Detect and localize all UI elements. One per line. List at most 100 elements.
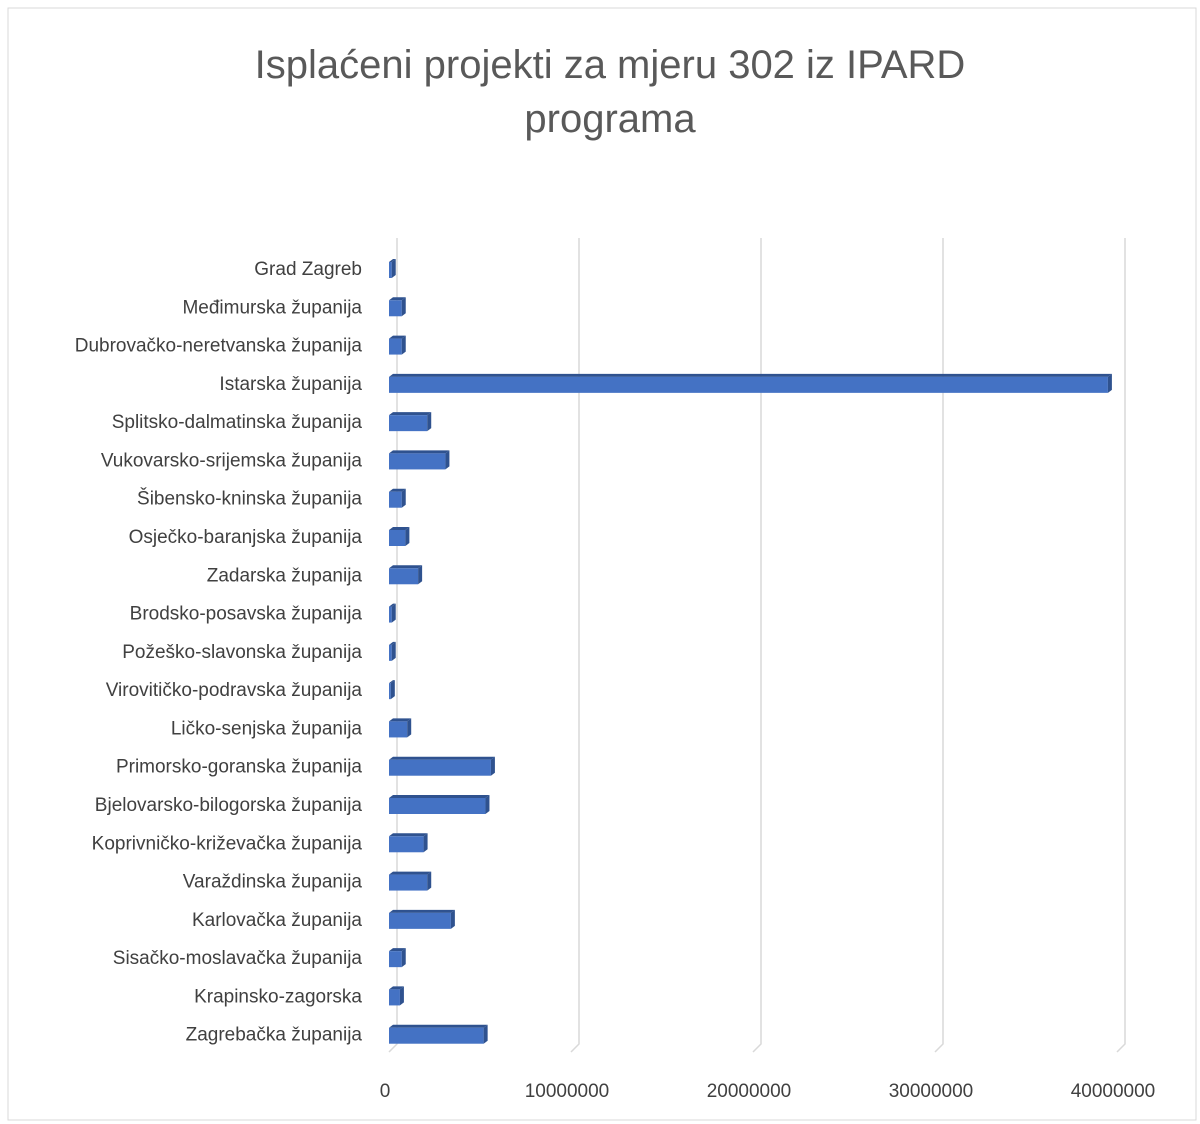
bar xyxy=(389,833,428,853)
y-tick-label: Virovitičko-podravska županija xyxy=(106,680,363,701)
grid-line xyxy=(570,238,580,1053)
bar-front xyxy=(389,376,1108,393)
bar-front xyxy=(389,989,400,1006)
bar-top xyxy=(389,488,406,492)
bar-top xyxy=(389,871,432,875)
bar xyxy=(389,718,412,738)
bar xyxy=(389,259,396,278)
bar-side xyxy=(407,718,412,738)
bar xyxy=(389,871,432,891)
grid-line xyxy=(1116,238,1126,1053)
bar-front xyxy=(389,491,402,508)
bar-side xyxy=(405,527,410,546)
bar-side xyxy=(490,756,495,776)
bar-top xyxy=(389,412,432,416)
bar-top xyxy=(389,680,395,684)
bar xyxy=(389,948,406,968)
bar-side xyxy=(427,871,432,891)
y-tick-label: Dubrovačko-neretvanska županija xyxy=(75,336,363,357)
bar-front xyxy=(389,415,428,432)
bar-top xyxy=(389,450,450,454)
bar-front xyxy=(389,568,419,585)
bar-top xyxy=(389,1024,488,1028)
y-tick-label: Grad Zagreb xyxy=(254,259,362,280)
y-tick-label: Ličko-senjska županija xyxy=(171,718,363,739)
bar xyxy=(389,1024,488,1044)
bar-side xyxy=(399,986,404,1006)
bar-side xyxy=(423,833,428,853)
bar xyxy=(389,565,423,585)
bar-front xyxy=(389,644,392,661)
x-tick-label: 30000000 xyxy=(889,1081,974,1102)
bar xyxy=(389,527,410,546)
bar-front xyxy=(389,951,402,968)
bar-front xyxy=(389,836,424,853)
grid-line xyxy=(752,238,762,1053)
bar-top xyxy=(389,795,490,798)
bar-front xyxy=(389,262,392,278)
bar-front xyxy=(389,1027,484,1044)
y-tick-label: Zadarska županija xyxy=(207,565,363,586)
y-tick-label: Međimurska županija xyxy=(182,297,362,318)
bar xyxy=(389,412,432,432)
bar-side xyxy=(1107,373,1112,393)
y-tick-label: Šibensko-kninska županija xyxy=(137,488,362,510)
bar-top xyxy=(389,718,412,722)
x-tick-label: 0 xyxy=(380,1081,391,1102)
y-tick-label: Krapinsko-zagorska xyxy=(194,986,362,1007)
y-tick-label: Istarska županija xyxy=(219,374,362,395)
y-tick-label: Brodsko-posavska županija xyxy=(130,604,363,625)
bar-side xyxy=(485,795,490,814)
bar-top xyxy=(389,259,396,262)
bar-top xyxy=(389,756,495,760)
bar-side xyxy=(390,680,395,700)
bar xyxy=(389,603,396,623)
chart-frame xyxy=(7,7,1197,1121)
bar xyxy=(389,450,450,470)
bar-side xyxy=(401,948,406,968)
bar-front xyxy=(389,338,402,355)
bar-side xyxy=(391,259,396,278)
bar-front xyxy=(389,530,406,546)
bar-side xyxy=(401,488,406,508)
bar xyxy=(389,909,455,929)
bar-side xyxy=(445,450,450,470)
bar xyxy=(389,641,396,661)
bar-side xyxy=(401,335,406,355)
y-tick-label: Splitsko-dalmatinska županija xyxy=(112,412,363,433)
bar-top xyxy=(389,603,396,607)
y-tick-label: Primorsko-goranska županija xyxy=(116,757,362,778)
bar-top xyxy=(389,641,396,645)
bar xyxy=(389,986,404,1006)
bar-side xyxy=(391,603,396,623)
bar-side xyxy=(401,297,406,317)
bar-front xyxy=(389,912,451,929)
y-tick-label: Varaždinska županija xyxy=(183,872,363,893)
bar-top xyxy=(389,527,410,530)
bar xyxy=(389,488,406,508)
bar-side xyxy=(418,565,423,585)
y-tick-label: Vukovarsko-srijemska županija xyxy=(101,450,363,471)
y-tick-label: Zagrebačka županija xyxy=(186,1025,363,1046)
bar-top xyxy=(389,565,423,569)
bar-top xyxy=(389,297,406,301)
bar-top xyxy=(389,909,455,913)
x-tick-label: 10000000 xyxy=(525,1081,610,1102)
chart-title: Isplaćeni projekti za mjeru 302 iz IPARD… xyxy=(254,43,966,141)
bar-front xyxy=(389,683,391,700)
bar-side xyxy=(450,909,455,929)
bar-front xyxy=(389,798,486,814)
grid-line xyxy=(934,238,944,1053)
bar xyxy=(389,297,406,317)
bar-top xyxy=(389,335,406,339)
bar-front xyxy=(389,453,446,470)
bar-front xyxy=(389,300,402,317)
bar xyxy=(389,373,1112,393)
y-tick-label: Sisačko-moslavačka županija xyxy=(113,948,363,969)
bar xyxy=(389,680,395,700)
bar-top xyxy=(389,833,428,837)
bar xyxy=(389,335,406,355)
y-tick-label: Osječko-baranjska županija xyxy=(129,527,363,548)
